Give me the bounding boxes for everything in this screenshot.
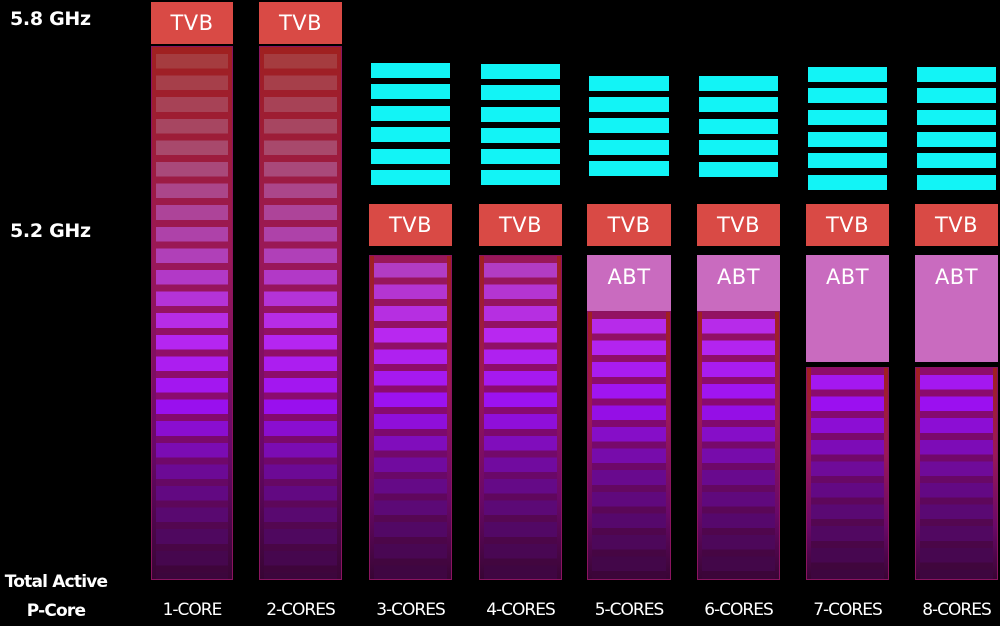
headroom-stripe [371,84,450,99]
boost-bar [697,311,780,580]
headroom-stripe [917,88,996,103]
boost-bar [151,46,233,580]
tvb-segment: TVB [806,204,889,246]
tvb-label: TVB [826,213,869,237]
headroom-stripe [808,88,887,103]
tvb-label: TVB [279,11,322,35]
tvb-segment: TVB [259,2,342,44]
headroom-stripe [481,64,560,79]
abt-label: ABT [607,265,650,289]
y-label-5-2: 5.2 GHz [10,220,91,242]
headroom-stripe [808,132,887,147]
headroom-stripe [371,106,450,121]
column-7-cores: TVB ABT [806,0,889,621]
x-axis-title: Total Active P-Core [0,568,112,626]
abt-segment: ABT [915,255,998,362]
headroom-stripe [917,132,996,147]
headroom-stripe [699,119,778,134]
headroom-stripe [808,67,887,82]
column-8-cores: TVB ABT [915,0,998,621]
headroom-stripe [699,140,778,155]
headroom-stripe [808,175,887,190]
headroom-stripe [589,161,669,176]
headroom-stripe [589,118,669,133]
headroom-stripe [808,153,887,168]
tvb-segment: TVB [915,204,998,246]
headroom-stripe [917,67,996,82]
tvb-segment: TVB [587,204,671,246]
boost-bar [806,367,889,580]
headroom-stripe [589,97,669,112]
headroom-stripe [371,63,450,78]
tvb-label: TVB [935,213,978,237]
headroom-stripe [917,110,996,125]
boost-bar [915,367,998,580]
abt-label: ABT [717,265,760,289]
headroom-stripe [699,97,778,112]
column-1-core: TVB [151,0,233,621]
abt-segment: ABT [587,255,671,312]
headroom-stripe [699,76,778,91]
headroom-stripe [481,170,560,185]
abt-label: ABT [826,265,869,289]
tvb-label: TVB [389,213,432,237]
headroom-stripe [699,162,778,177]
headroom-stripe [589,140,669,155]
headroom-stripe [589,76,669,91]
boost-bar [479,255,562,580]
tvb-label: TVB [607,213,650,237]
tvb-segment: TVB [479,204,562,246]
abt-segment: ABT [697,255,780,312]
tvb-label: TVB [717,213,760,237]
headroom-stripe [371,170,450,185]
tvb-label: TVB [499,213,542,237]
tvb-segment: TVB [697,204,780,246]
headroom-stripe [371,149,450,164]
boost-bar [369,255,452,580]
headroom-stripe [917,153,996,168]
y-label-5-8: 5.8 GHz [10,8,91,30]
boost-bar [587,311,671,580]
headroom-stripe [481,107,560,122]
headroom-stripe [917,175,996,190]
tvb-label: TVB [170,11,213,35]
headroom-stripe [481,128,560,143]
headroom-stripe [808,110,887,125]
headroom-stripe [481,85,560,100]
column-3-cores: TVB [369,0,452,621]
column-5-cores: TVB ABT [587,0,671,621]
column-4-cores: TVB [479,0,562,621]
tvb-segment: TVB [151,2,233,44]
abt-label: ABT [935,265,978,289]
headroom-stripe [481,149,560,164]
column-6-cores: TVB ABT [697,0,780,621]
boost-bar [259,46,342,580]
column-2-cores: TVB [259,0,342,621]
x-axis-title-line2: P-Core [0,597,112,626]
abt-segment: ABT [806,255,889,362]
tvb-segment: TVB [369,204,452,246]
x-axis-title-line1: Total Active [0,568,112,597]
headroom-stripe [371,127,450,142]
